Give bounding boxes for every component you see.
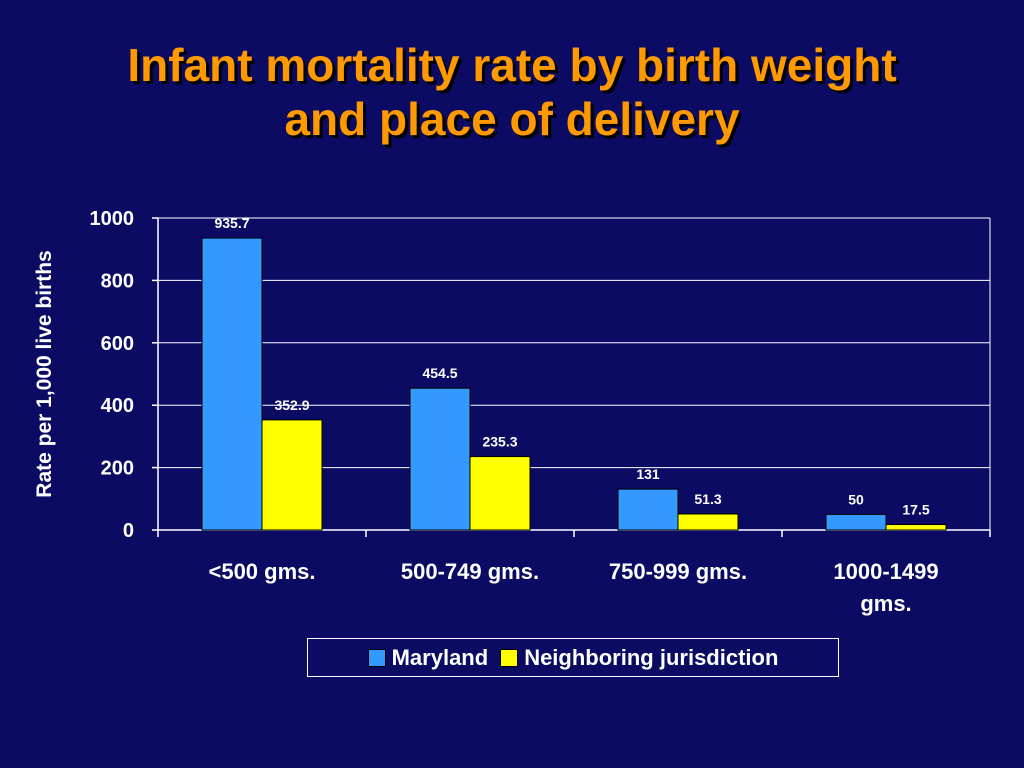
legend-item-neighboring: Neighboring jurisdiction — [500, 645, 778, 671]
y-axis-title: Rate per 1,000 live births — [33, 250, 56, 497]
x-tick-label: 500-749 gms. — [401, 559, 539, 584]
legend-label-neighboring: Neighboring jurisdiction — [524, 644, 779, 670]
data-label-maryland: 935.7 — [214, 215, 249, 231]
x-tick-label: 1000-1499 — [833, 559, 938, 584]
y-tick-label: 800 — [101, 270, 134, 292]
bar-maryland — [201, 237, 263, 531]
y-tick-label: 600 — [101, 333, 134, 355]
legend-label-maryland: Maryland — [391, 644, 489, 670]
x-tick-label: 750-999 gms. — [609, 559, 747, 584]
bar-neighboring — [261, 419, 323, 531]
x-tick-label: <500 gms. — [208, 559, 315, 584]
title-line-1: Infant mortality rate by birth weight — [127, 39, 897, 91]
x-tick-label: gms. — [860, 591, 911, 616]
bar-maryland — [825, 513, 887, 531]
data-label-neighboring: 235.3 — [482, 434, 517, 450]
bar-neighboring — [469, 456, 531, 531]
legend-swatch-maryland — [367, 648, 386, 667]
data-label-maryland: 454.5 — [422, 365, 457, 381]
y-tick-label: 400 — [101, 395, 134, 417]
data-label-maryland: 131 — [636, 466, 660, 482]
chart-title: Infant mortality rate by birth weight an… — [0, 38, 1024, 146]
bar-maryland — [617, 488, 679, 531]
y-tick-label: 0 — [123, 520, 134, 542]
bar-neighboring — [885, 524, 947, 531]
title-line-2: and place of delivery — [284, 93, 740, 145]
y-tick-label: 1000 — [90, 208, 135, 230]
legend-item-maryland: Maryland — [367, 644, 489, 671]
bar-neighboring — [677, 513, 739, 531]
data-label-neighboring: 352.9 — [274, 397, 309, 413]
y-tick-label: 200 — [101, 458, 134, 480]
chart-legend: Maryland Neighboring jurisdiction — [307, 638, 839, 677]
data-label-neighboring: 17.5 — [902, 502, 929, 518]
bar-maryland — [409, 387, 471, 531]
data-label-neighboring: 51.3 — [694, 491, 721, 507]
legend-swatch-neighboring — [500, 648, 519, 667]
data-label-maryland: 50 — [848, 491, 864, 507]
